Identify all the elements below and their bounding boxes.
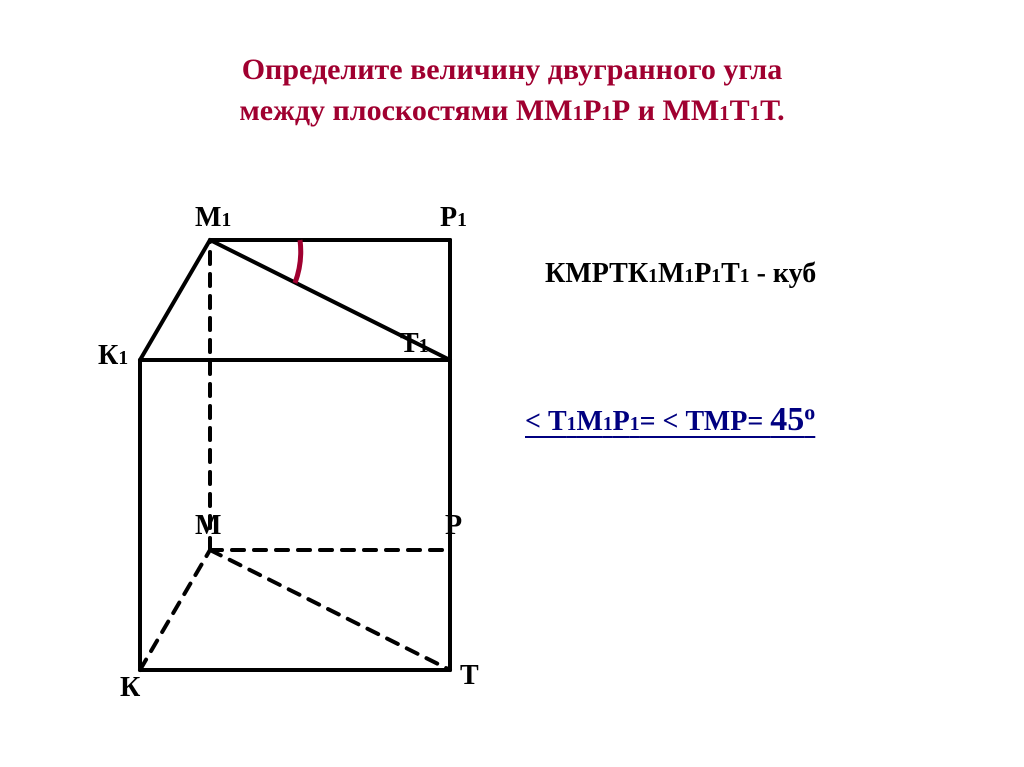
vertex-m1: М1 xyxy=(195,202,231,234)
vertex-k: К xyxy=(120,672,140,704)
answer-text: < Т1М1Р1= < ТМР= 45о xyxy=(525,400,815,439)
vertex-k1: К1 xyxy=(98,340,128,372)
cube-diagram xyxy=(0,0,1024,767)
vertex-p: Р xyxy=(445,510,462,542)
vertex-p1: Р1 xyxy=(440,202,467,234)
cube-name-text: КМРТК1М1Р1Т1 - куб xyxy=(545,258,816,290)
vertex-t: Т xyxy=(460,660,479,692)
vertex-m: М xyxy=(195,510,221,542)
vertex-t1: Т1 xyxy=(400,328,428,360)
angle-arc xyxy=(295,240,301,283)
